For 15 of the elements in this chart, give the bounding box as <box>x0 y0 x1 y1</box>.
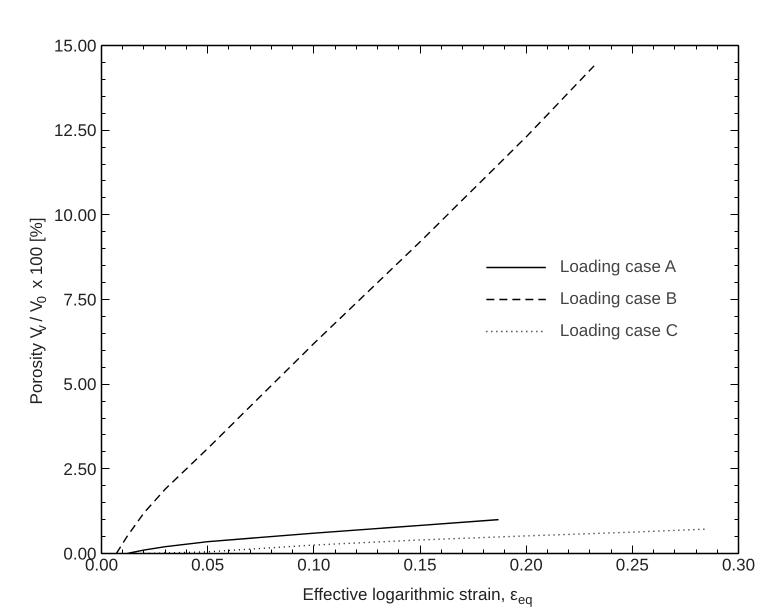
x-tick-label: 0.15 <box>403 556 437 574</box>
y-tick-label: 7.50 <box>63 290 97 310</box>
y-tick-label: 10.00 <box>54 206 97 225</box>
y-tick-label: 5.00 <box>63 375 97 394</box>
x-tick-label: 0.25 <box>616 556 649 574</box>
legend-label: Loading case A <box>560 257 676 277</box>
x-tick-label: 0.20 <box>510 556 543 574</box>
x-tick-label: 0.10 <box>297 556 330 574</box>
y-tick-label: 12.50 <box>54 121 97 140</box>
legend-label: Loading case C <box>560 321 678 341</box>
y-tick-label: 15.00 <box>54 36 97 56</box>
x-tick-label: 0.30 <box>722 556 756 574</box>
legend-label: Loading case B <box>560 289 678 309</box>
y-tick-label: 2.50 <box>63 460 97 479</box>
x-tick-label: 0.05 <box>191 556 224 574</box>
